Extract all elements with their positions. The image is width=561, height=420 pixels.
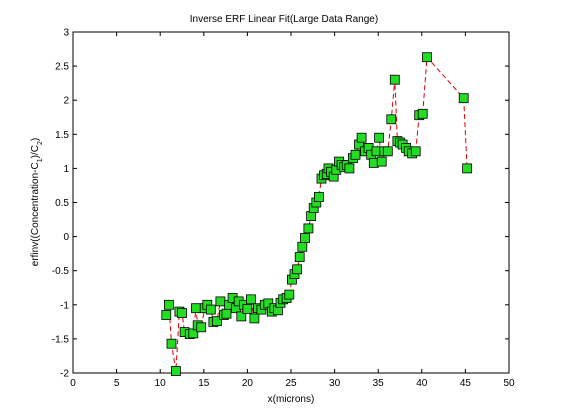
y-axis-label: erfinv((Concentration-C1)/C2) <box>30 138 44 266</box>
x-tick-label: 45 <box>460 378 472 389</box>
data-point <box>306 211 317 222</box>
plot-area <box>72 31 510 374</box>
y-axis-label-sub2: 2 <box>37 141 44 145</box>
y-axis-label-sub1: 1 <box>37 158 44 162</box>
data-point <box>177 308 187 318</box>
data-point <box>410 146 421 157</box>
data-point <box>344 163 355 174</box>
data-point <box>386 114 397 125</box>
data-point <box>284 289 295 300</box>
data-point <box>211 316 222 327</box>
y-tick-label: -1 <box>60 300 69 311</box>
data-point <box>382 146 393 157</box>
x-tick-label: 30 <box>329 378 341 389</box>
data-point <box>389 74 400 85</box>
data-point <box>356 132 367 143</box>
data-point <box>458 93 469 104</box>
data-point <box>350 149 361 160</box>
y-axis: -2 -1.5 -1 -0.5 0 0.5 1 1.5 2 2.5 3 <box>52 28 509 380</box>
x-tick-label: 35 <box>373 378 385 389</box>
x-tick-label: 25 <box>285 378 297 389</box>
data-point <box>462 163 473 174</box>
data-point <box>242 303 253 314</box>
data-point <box>196 322 207 333</box>
y-tick-label: -1.5 <box>52 334 70 345</box>
x-axis: 0 5 10 15 20 25 30 35 40 45 50 <box>70 32 515 389</box>
data-point <box>221 308 232 319</box>
x-tick-label: 5 <box>114 378 120 389</box>
data-point <box>163 299 174 310</box>
x-tick-label: 20 <box>242 378 254 389</box>
y-axis-label-mid: )/C <box>30 145 41 158</box>
data-point <box>417 108 428 119</box>
data-point <box>292 264 303 275</box>
x-tick-label: 15 <box>198 378 210 389</box>
data-point <box>249 313 260 324</box>
data-point <box>303 223 314 234</box>
y-tick-label: 0.5 <box>55 198 69 209</box>
y-tick-label: 1 <box>63 164 69 175</box>
y-tick-label: 1.5 <box>55 130 69 141</box>
data-point <box>245 294 256 305</box>
data-point <box>294 252 305 263</box>
y-tick-label: -2 <box>60 369 69 380</box>
data-point <box>166 338 177 349</box>
data-point <box>422 52 432 63</box>
data-point <box>170 366 181 376</box>
data-point <box>300 233 310 243</box>
y-tick-label: -0.5 <box>52 266 70 277</box>
y-axis-label-part: erfinv((Concentration-C <box>30 162 41 266</box>
data-markers <box>161 52 473 376</box>
data-point <box>313 192 324 202</box>
x-axis-label: x(microns) <box>268 394 315 405</box>
data-point <box>297 241 308 252</box>
y-tick-label: 2 <box>63 96 69 107</box>
y-tick-label: 0 <box>63 232 69 243</box>
x-tick-label: 50 <box>503 378 515 389</box>
data-point <box>376 156 387 167</box>
data-point <box>374 132 385 143</box>
data-point <box>215 296 226 307</box>
x-tick-label: 10 <box>155 378 167 389</box>
y-tick-label: 3 <box>63 28 69 39</box>
y-axis-label-end: ) <box>30 138 41 141</box>
chart-title: Inverse ERF Linear Fit(Large Data Range) <box>190 14 378 25</box>
x-tick-label: 0 <box>70 378 76 389</box>
y-tick-label: 2.5 <box>55 62 69 73</box>
x-tick-label: 40 <box>416 378 428 389</box>
data-point <box>205 304 216 315</box>
data-point <box>236 311 247 322</box>
data-point <box>161 310 172 320</box>
data-point <box>191 303 201 314</box>
